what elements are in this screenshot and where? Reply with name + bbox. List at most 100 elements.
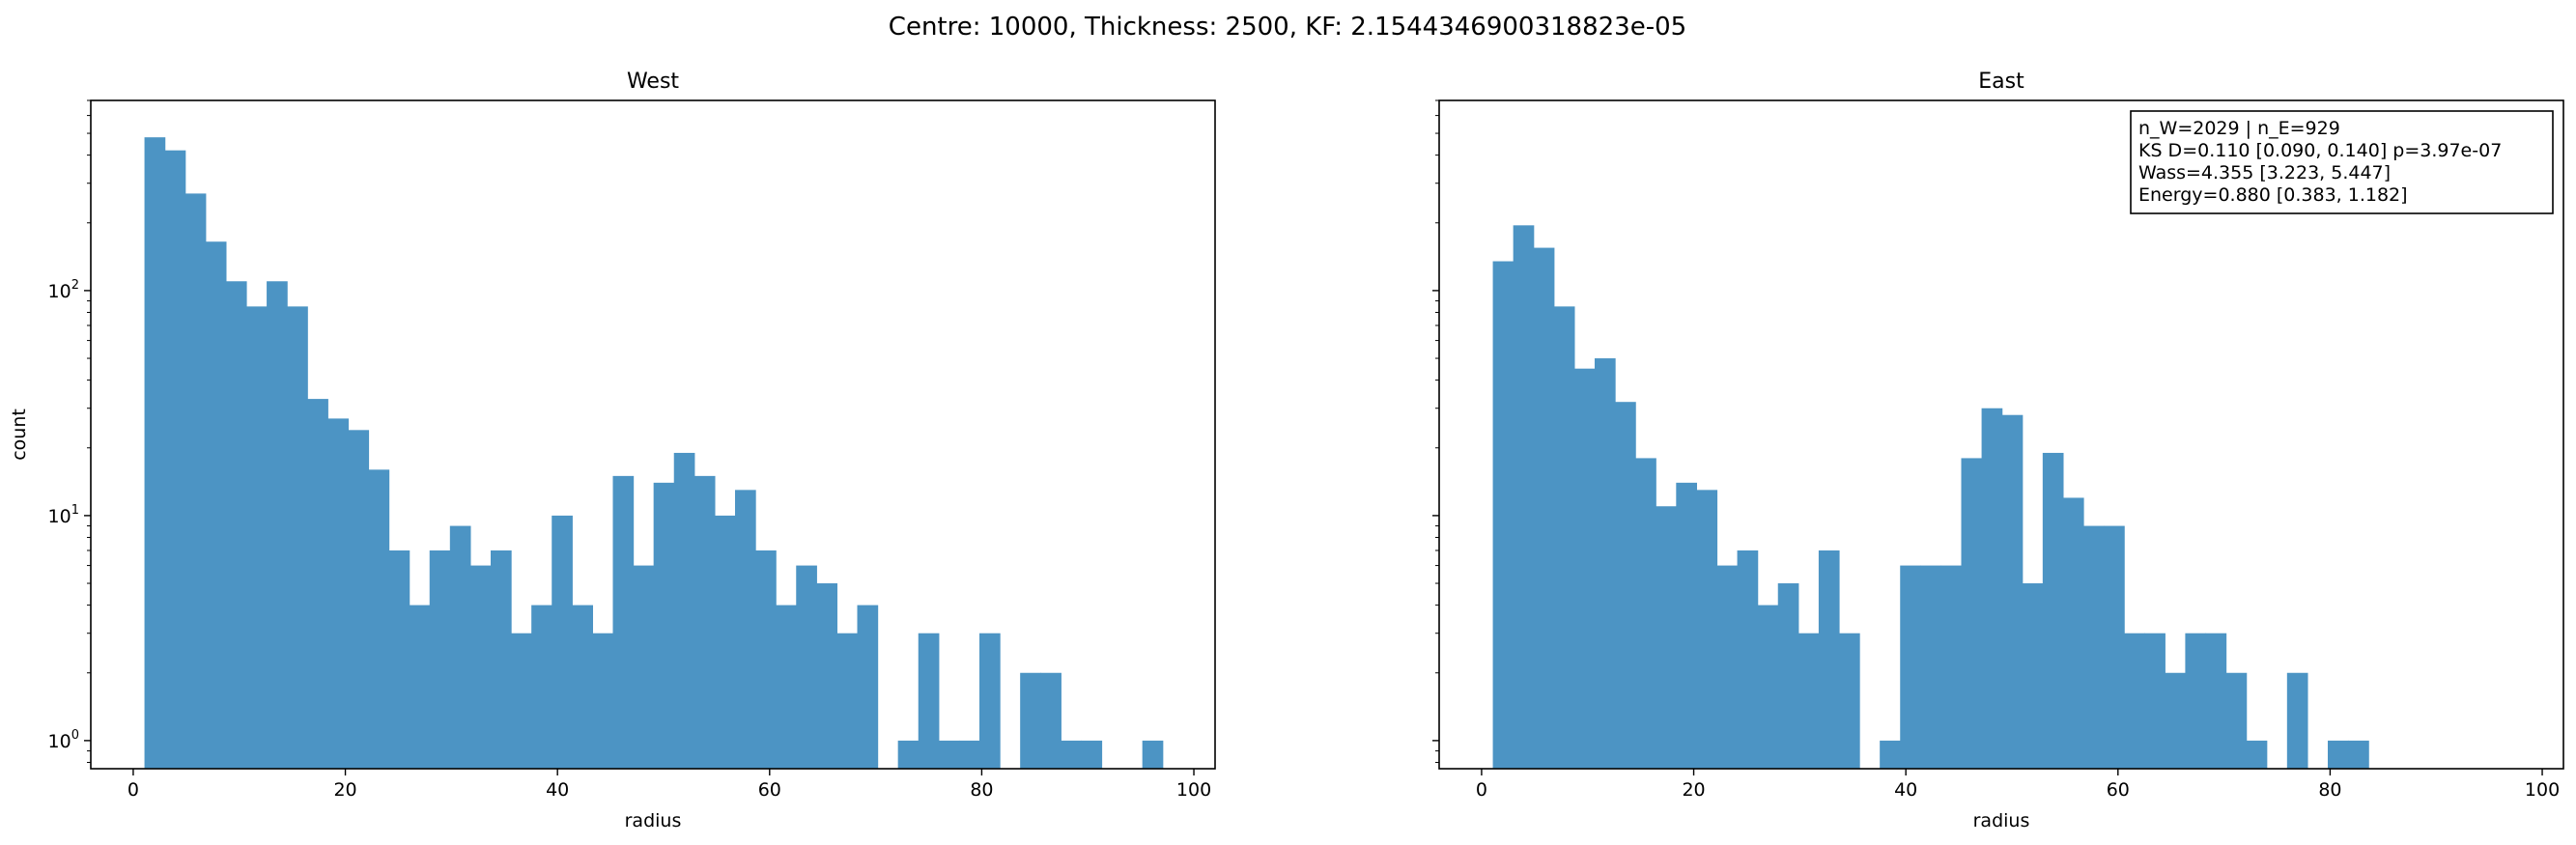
histogram-bar (2001, 414, 2024, 769)
histogram-bar (1981, 408, 2003, 769)
x-tick-label: 80 (2318, 779, 2341, 801)
stats-box (2130, 110, 2554, 214)
histogram-bar (348, 430, 370, 769)
histogram-bar (857, 605, 879, 769)
histogram-bar (2124, 633, 2145, 769)
histogram-bar (836, 633, 859, 769)
histogram-bar (1961, 458, 1983, 769)
histogram-bar (1020, 672, 1041, 769)
histogram-bar (245, 306, 268, 769)
histogram-bar (388, 549, 410, 769)
histogram-bars (1492, 225, 2369, 769)
x-tick-label: 80 (970, 779, 993, 801)
histogram-bar (205, 241, 227, 770)
x-tick-label: 60 (2107, 779, 2130, 801)
histogram-bar (144, 137, 166, 769)
histogram-bar (2062, 497, 2084, 769)
histogram-bar (449, 525, 471, 769)
histogram-bar (1798, 633, 1820, 769)
histogram-bar (958, 740, 980, 769)
histogram-bar (307, 399, 328, 769)
histogram-bar (633, 565, 655, 769)
histogram-bar (694, 475, 716, 769)
histogram-bar (1880, 740, 1901, 769)
histogram-bar (552, 515, 573, 769)
histogram-bar (2328, 740, 2349, 769)
y-tick-label: 102 (48, 278, 79, 302)
histogram-bar (918, 633, 940, 769)
histogram-bar (1716, 565, 1739, 769)
histogram-bar (938, 740, 960, 769)
histogram-bar (1513, 225, 1535, 769)
stats-line: Wass=4.355 [3.223, 5.447] (2138, 162, 2391, 183)
x-tick-label: 20 (333, 779, 356, 801)
histogram-bar (1061, 740, 1083, 769)
axes-title: West (627, 70, 679, 94)
y-tick-label: 100 (48, 728, 79, 752)
stats-line: KS D=0.110 [0.090, 0.140] p=3.97e-07 (2138, 140, 2502, 161)
histogram-bar (531, 605, 552, 769)
histogram-bar (1920, 565, 1941, 769)
histogram-bar (2205, 633, 2227, 769)
histogram-bar (511, 633, 532, 769)
histogram-bar (673, 452, 695, 769)
histogram-bar (2225, 672, 2248, 769)
histogram-bar (1553, 306, 1575, 769)
histogram-bar (1040, 672, 1062, 769)
histogram-bar (2144, 633, 2166, 769)
y-tick-label: 101 (48, 503, 79, 527)
panel-east: 0 20 40 60 80 100 East radius n_W=2029 | n_E=929… (1432, 70, 2564, 831)
histogram-bar (1737, 549, 1759, 769)
x-tick-label: 40 (546, 779, 569, 801)
histogram-bar (1757, 605, 1779, 769)
histogram-bar (2082, 525, 2105, 769)
histogram-bar (816, 583, 838, 769)
histogram-bar (1081, 740, 1103, 769)
histogram-bar (2022, 583, 2044, 769)
x-tick-label: 20 (1682, 779, 1705, 801)
x-axis-label: radius (625, 810, 682, 831)
figure-suptitle: Centre: 10000, Thickness: 2500, KF: 2.15… (889, 13, 1686, 42)
histogram-bar (287, 306, 308, 769)
y-axis-label: count (9, 408, 30, 461)
panel-west: 0 20 40 60 80 100 100 101 102 West radius count (9, 70, 1216, 831)
histogram-bar (572, 605, 593, 769)
axes-frame (90, 99, 1216, 770)
x-tick-label: 100 (2525, 779, 2560, 801)
histogram-bar (490, 549, 512, 769)
histogram-bar (164, 150, 186, 769)
histogram-bar (1615, 402, 1636, 769)
histogram-bar (184, 193, 207, 769)
histogram-bars (144, 137, 1164, 770)
histogram-bar (327, 418, 349, 769)
histogram-bar (2348, 740, 2369, 769)
x-tick-label: 40 (1894, 779, 1917, 801)
histogram-bar (469, 565, 492, 769)
histogram-bar (612, 475, 635, 769)
histogram-bar (409, 605, 431, 769)
histogram-bar (2042, 452, 2064, 769)
x-axis-label: radius (1973, 810, 2030, 831)
histogram-bar (776, 605, 797, 769)
histogram-bar (1838, 633, 1860, 769)
histogram-bar (1656, 506, 1677, 769)
x-tick-label: 60 (758, 779, 781, 801)
x-tick-label: 0 (127, 779, 139, 801)
histogram-bar (592, 633, 614, 769)
histogram-bar (1142, 740, 1164, 769)
histogram-bar (1696, 490, 1718, 769)
histogram-bar (1940, 565, 1963, 769)
histogram-bar (1777, 583, 1799, 769)
histogram-bar (796, 565, 817, 769)
histogram-bar (1676, 482, 1697, 769)
histogram-bar (1492, 261, 1514, 769)
histogram-bar (714, 515, 736, 769)
x-tick-label: 100 (1176, 779, 1211, 801)
histogram-bar (734, 490, 756, 769)
histogram-bar (1900, 565, 1921, 769)
axes-frame (1438, 99, 2564, 770)
histogram-bar (2165, 672, 2187, 769)
histogram-bar (1533, 247, 1555, 769)
histogram-bar (1594, 358, 1616, 769)
